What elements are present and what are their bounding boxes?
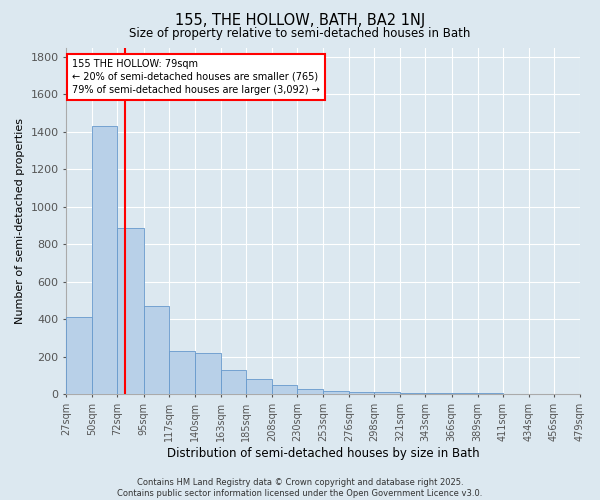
- Bar: [400, 392, 425, 394]
- Bar: [143, 306, 169, 394]
- Text: 155 THE HOLLOW: 79sqm
← 20% of semi-detached houses are smaller (765)
79% of sem: 155 THE HOLLOW: 79sqm ← 20% of semi-deta…: [72, 59, 320, 95]
- Bar: [323, 390, 349, 394]
- Bar: [425, 393, 452, 394]
- Bar: [67, 316, 92, 394]
- Bar: [349, 392, 374, 394]
- Bar: [297, 389, 323, 394]
- Bar: [169, 352, 195, 395]
- Bar: [374, 392, 400, 394]
- X-axis label: Distribution of semi-detached houses by size in Bath: Distribution of semi-detached houses by …: [167, 447, 479, 460]
- Bar: [221, 370, 246, 394]
- Y-axis label: Number of semi-detached properties: Number of semi-detached properties: [15, 118, 25, 324]
- Bar: [246, 380, 272, 394]
- Text: Size of property relative to semi-detached houses in Bath: Size of property relative to semi-detach…: [130, 28, 470, 40]
- Text: Contains HM Land Registry data © Crown copyright and database right 2025.
Contai: Contains HM Land Registry data © Crown c…: [118, 478, 482, 498]
- Bar: [118, 228, 143, 394]
- Bar: [272, 385, 297, 394]
- Bar: [92, 126, 118, 394]
- Text: 155, THE HOLLOW, BATH, BA2 1NJ: 155, THE HOLLOW, BATH, BA2 1NJ: [175, 12, 425, 28]
- Bar: [195, 353, 221, 395]
